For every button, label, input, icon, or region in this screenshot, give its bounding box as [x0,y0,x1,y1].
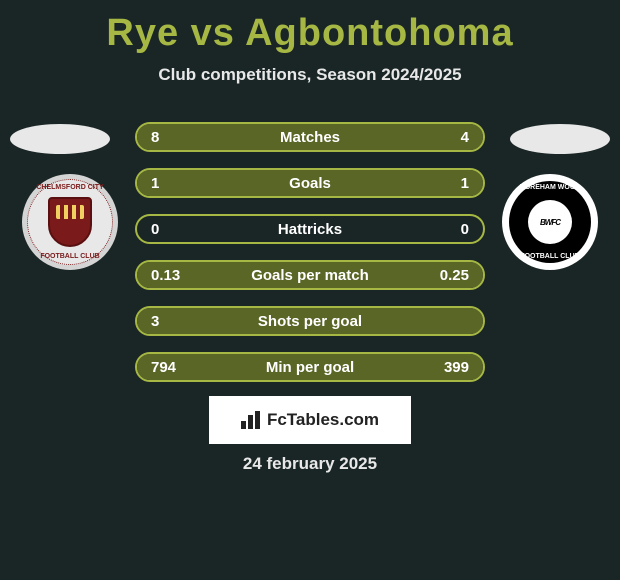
stat-value-b: 0.25 [440,267,469,284]
stat-value-b: 0 [461,221,469,238]
player-a-club-badge: CHELMSFORD CITY FOOTBALL CLUB [22,174,118,270]
stat-label: Goals per match [137,267,483,284]
watermark: FcTables.com [209,396,411,444]
stat-label: Min per goal [137,359,483,376]
badge-b-arc-bottom: FOOTBALL CLUB [509,253,591,260]
badge-b-center-text: BWFC [528,200,572,244]
stat-row-shots-per-goal: 3 Shots per goal [135,306,485,336]
badge-b-arc-top: BOREHAM WOOD [509,184,591,191]
player-a-silhouette-oval [10,124,110,154]
subtitle: Club competitions, Season 2024/2025 [0,65,620,85]
page-title: Rye vs Agbontohoma [0,0,620,55]
stat-row-goals-per-match: 0.13 Goals per match 0.25 [135,260,485,290]
stat-label: Hattricks [137,221,483,238]
badge-a-arc-bottom: FOOTBALL CLUB [27,253,113,260]
stat-row-hattricks: 0 Hattricks 0 [135,214,485,244]
player-b-silhouette-oval [510,124,610,154]
stat-value-b: 4 [461,129,469,146]
bar-chart-icon [241,411,263,429]
player-b-club-badge: BOREHAM WOOD BWFC FOOTBALL CLUB [502,174,598,270]
stat-value-b: 1 [461,175,469,192]
stat-label: Shots per goal [137,313,483,330]
stat-value-b: 399 [444,359,469,376]
stat-row-goals: 1 Goals 1 [135,168,485,198]
footer-date: 24 february 2025 [0,454,620,474]
stat-label: Matches [137,129,483,146]
watermark-text: FcTables.com [267,410,379,430]
stat-row-min-per-goal: 794 Min per goal 399 [135,352,485,382]
stat-row-matches: 8 Matches 4 [135,122,485,152]
badge-a-arc-top: CHELMSFORD CITY [27,184,113,191]
badge-a-shield-icon [48,197,92,247]
stat-label: Goals [137,175,483,192]
stats-container: 8 Matches 4 1 Goals 1 0 Hattricks 0 0.13… [135,122,485,398]
